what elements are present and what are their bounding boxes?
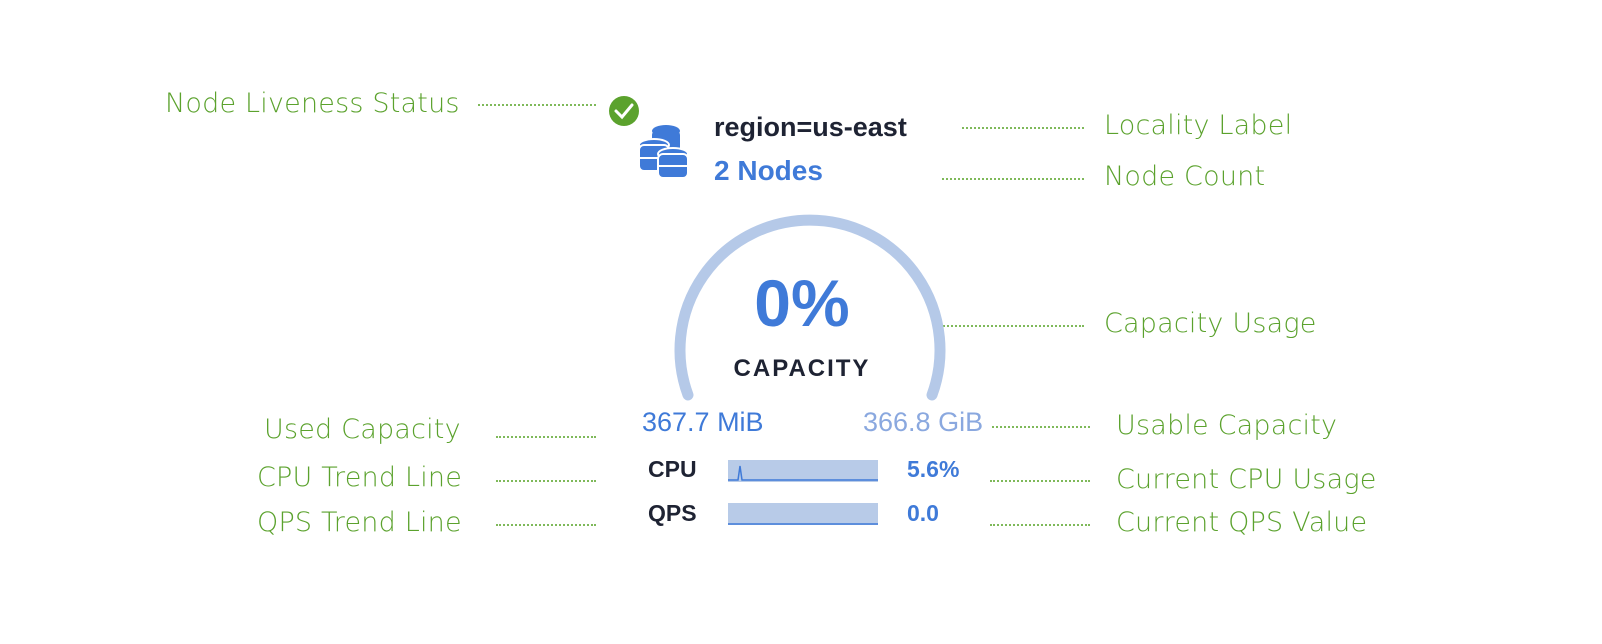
annotation-qps-trend: QPS Trend Line <box>257 507 462 538</box>
leader-line <box>940 325 1084 327</box>
leader-line <box>942 178 1084 180</box>
annotation-usable-capacity: Usable Capacity <box>1116 410 1338 441</box>
leader-line <box>496 524 596 526</box>
leader-line <box>990 480 1090 482</box>
capacity-label: CAPACITY <box>733 355 871 382</box>
leader-line <box>496 480 596 482</box>
annotation-node-count: Node Count <box>1104 161 1266 192</box>
annotation-current-qps: Current QPS Value <box>1116 507 1368 538</box>
locality-label: region=us-east <box>714 112 907 142</box>
node-count[interactable]: 2 Nodes <box>714 155 823 186</box>
capacity-percent: 0% <box>754 266 850 340</box>
cpu-trend-line <box>728 460 878 482</box>
leader-line <box>992 426 1090 428</box>
annotation-locality: Locality Label <box>1104 110 1293 141</box>
annotation-cpu-trend: CPU Trend Line <box>257 462 463 493</box>
qps-value: 0.0 <box>907 500 939 526</box>
annotation-current-cpu: Current CPU Usage <box>1116 464 1377 495</box>
cpu-label: CPU <box>648 456 697 482</box>
qps-trend-line <box>728 503 878 525</box>
usable-capacity: 366.8 GiB <box>863 407 984 437</box>
leader-line <box>990 524 1090 526</box>
database-icon <box>638 125 689 179</box>
annotation-liveness: Node Liveness Status <box>165 88 460 119</box>
capacity-gauge <box>674 214 946 401</box>
annotation-used-capacity: Used Capacity <box>264 414 461 445</box>
annotation-capacity-usage: Capacity Usage <box>1104 308 1317 339</box>
leader-line <box>962 127 1084 129</box>
leader-line <box>478 104 596 106</box>
leader-line <box>496 436 596 438</box>
used-capacity: 367.7 MiB <box>642 407 764 437</box>
cpu-value: 5.6% <box>907 456 960 482</box>
qps-label: QPS <box>648 500 697 526</box>
check-circle-icon <box>609 96 639 126</box>
